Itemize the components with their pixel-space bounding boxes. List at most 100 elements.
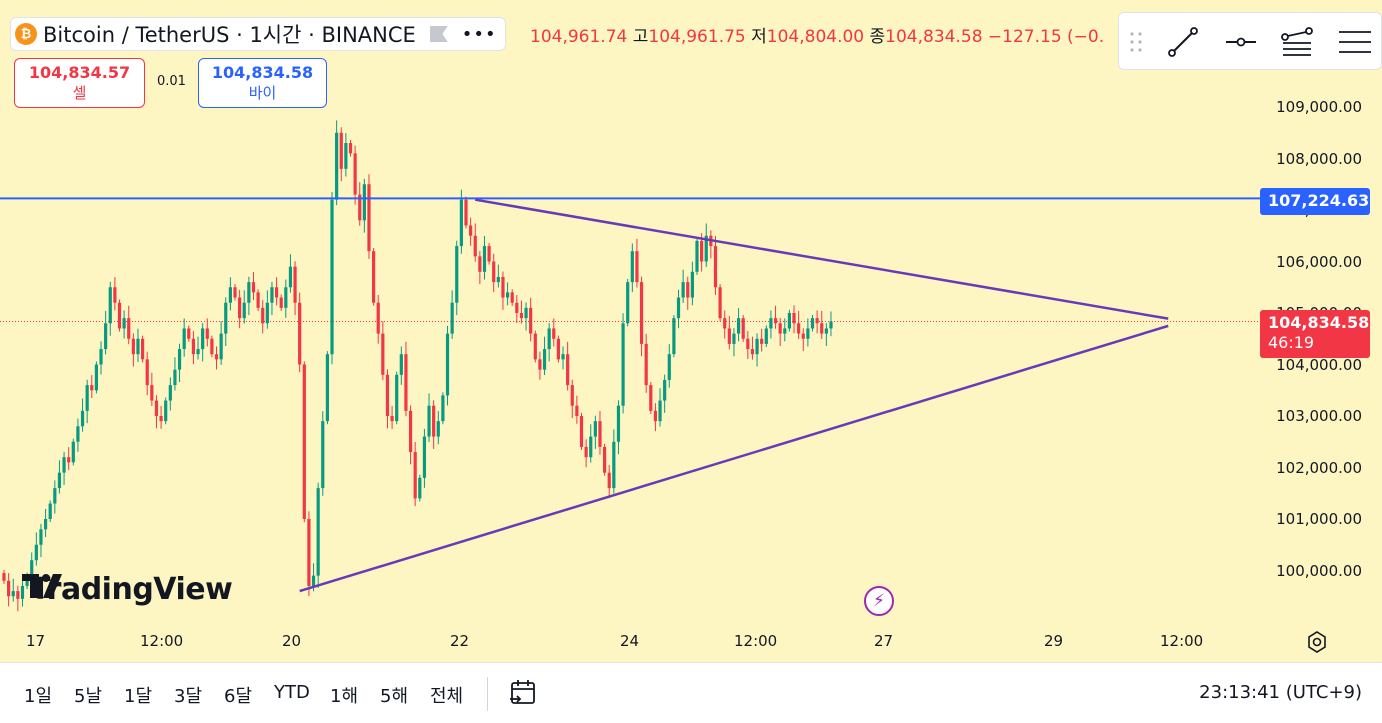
candle-body: [335, 132, 339, 200]
parallel-channel-icon[interactable]: [1337, 25, 1373, 59]
low-label: 저: [751, 27, 767, 47]
candle-body: [177, 349, 182, 370]
candle-body: [62, 457, 66, 473]
range-6m-button[interactable]: 6달: [224, 686, 253, 707]
candle-body: [681, 282, 685, 298]
sell-button[interactable]: 104,834.57 셀: [14, 58, 145, 108]
candle-body: [159, 416, 163, 422]
range-5d-button[interactable]: 5날: [74, 686, 103, 707]
candle-body: [464, 199, 468, 226]
price-tick-label: 109,000.00: [1276, 98, 1362, 116]
clock-timezone[interactable]: 23:13:41 (UTC+9): [1199, 682, 1362, 703]
candle-body: [658, 400, 662, 422]
range-all-button[interactable]: 전체: [430, 686, 464, 707]
candle-body: [30, 560, 34, 576]
candle-body: [196, 349, 200, 355]
candle-body: [311, 575, 316, 586]
candle-body: [224, 302, 228, 334]
candle-body: [778, 323, 782, 334]
candle-body: [810, 318, 815, 329]
candle-body: [164, 400, 168, 422]
flag-icon[interactable]: [429, 26, 448, 42]
time-tick-label: 12:00: [734, 632, 778, 650]
candle-body: [533, 333, 537, 360]
price-tick-label: 103,000.00: [1276, 407, 1362, 425]
symbol-title[interactable]: Bitcoin / TetherUS · 1시간 · BINANCE: [43, 23, 416, 47]
range-1y-button[interactable]: 1해: [330, 686, 359, 707]
go-to-date-icon[interactable]: [508, 677, 538, 707]
ohlc-legend: 104,961.74 고104,961.75 저104,804.00 종104,…: [530, 22, 1104, 47]
candle-body: [348, 143, 353, 154]
candle-body: [90, 385, 94, 391]
candle-body: [639, 282, 644, 344]
candle-body: [432, 405, 436, 437]
candle-body: [515, 302, 519, 313]
candle-body: [556, 338, 560, 360]
candle-body: [325, 354, 329, 422]
trend-line-icon[interactable]: [1165, 25, 1201, 59]
last-price-value: 104,834.58: [1268, 313, 1370, 332]
candle-body: [395, 374, 399, 422]
candle-body: [85, 385, 89, 411]
candle-body: [806, 328, 810, 339]
candle-body: [288, 266, 293, 288]
candle-body: [302, 364, 306, 519]
candle-body: [713, 246, 718, 288]
lightning-icon[interactable]: ⚡: [864, 586, 894, 616]
candle-body: [630, 251, 634, 283]
range-3m-button[interactable]: 3달: [174, 686, 203, 707]
horizontal-line-price-label[interactable]: 107,224.63: [1260, 188, 1370, 215]
range-1m-button[interactable]: 1달: [124, 686, 153, 707]
candle-body: [663, 379, 667, 401]
candle-body: [542, 349, 547, 370]
fib-retracement-icon[interactable]: [1279, 25, 1315, 59]
candle-body: [612, 441, 616, 489]
candle-body: [321, 421, 325, 489]
candle-body: [358, 194, 362, 221]
chart-area[interactable]: 17 12:00 20 22 24 12:00 27 29 12:00: [0, 0, 1382, 662]
drag-handle-icon[interactable]: [1129, 31, 1143, 53]
candle-body: [773, 318, 778, 324]
more-options-icon[interactable]: •••: [461, 23, 497, 45]
price-tick-label: 102,000.00: [1276, 458, 1362, 477]
candle-body: [690, 271, 694, 298]
candle-body: [469, 225, 473, 236]
buy-button[interactable]: 104,834.58 바이: [198, 58, 327, 108]
range-ytd-button[interactable]: YTD: [274, 682, 310, 703]
open-value: 104,961.74: [530, 27, 628, 47]
last-price-label[interactable]: 104,834.58 46:19: [1260, 310, 1370, 358]
candle-body: [459, 199, 463, 247]
settings-icon[interactable]: [1306, 631, 1328, 653]
candle-body: [39, 529, 43, 545]
time-tick-label: 24: [620, 632, 640, 650]
low-value: 104,804.00: [766, 27, 865, 47]
range-5y-button[interactable]: 5해: [380, 686, 409, 707]
candle-body: [723, 318, 727, 329]
candle-body: [736, 318, 741, 334]
price-chart[interactable]: [0, 0, 1382, 662]
candle-body: [787, 313, 791, 329]
candle-body: [626, 282, 630, 324]
candle-body: [187, 328, 191, 339]
candle-body: [820, 323, 824, 334]
bar-countdown: 46:19: [1268, 333, 1315, 352]
candle-body: [16, 591, 20, 599]
candle-body: [104, 323, 108, 350]
candle-body: [228, 287, 232, 303]
candle-body: [529, 307, 533, 334]
candle-body: [2, 573, 6, 581]
price-tick-label: 101,000.00: [1276, 510, 1362, 528]
symbol-bar[interactable]: ₿ Bitcoin / TetherUS · 1시간 · BINANCE •••: [10, 17, 506, 51]
candle-body: [298, 302, 302, 365]
candle-body: [621, 323, 625, 406]
horizontal-ray-icon[interactable]: [1223, 25, 1259, 59]
candle-body: [496, 276, 500, 283]
candle-body: [436, 421, 440, 437]
candle-body: [57, 472, 62, 489]
candle-body: [829, 321, 833, 329]
candle-body: [76, 426, 80, 442]
tradingview-logo[interactable]: TradingView: [22, 572, 233, 607]
range-1d-button[interactable]: 1일: [24, 686, 53, 707]
candle-body: [413, 452, 417, 499]
candle-body: [99, 349, 103, 365]
